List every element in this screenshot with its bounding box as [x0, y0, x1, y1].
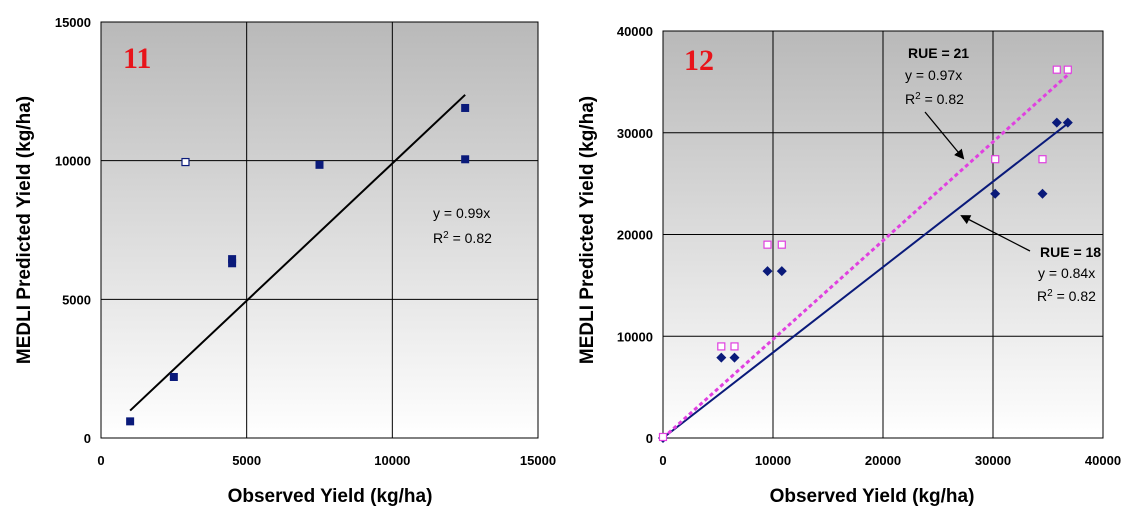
data-point — [762, 266, 773, 277]
x-tick-label: 10000 — [374, 453, 410, 468]
data-point — [717, 342, 726, 351]
data-point — [1062, 117, 1073, 128]
data-point — [228, 259, 237, 268]
data-point — [1037, 188, 1048, 199]
x-tick-label: 10000 — [755, 453, 791, 468]
x-tick-label: 20000 — [865, 453, 901, 468]
data-point — [991, 155, 1000, 164]
x-tick-label: 0 — [659, 453, 666, 468]
y-tick-label: 10000 — [55, 154, 91, 169]
trendline — [661, 71, 1072, 440]
panel-label-12: 12 — [684, 44, 714, 77]
r-squared-label-11: R2 = 0.82 — [433, 230, 492, 246]
chart-12: 0 10000 20000 30000 40000 0 10000 20000 30000 400… — [577, 24, 1121, 507]
rue21-r-squared: R2 = 0.82 — [905, 91, 964, 107]
data-point — [776, 266, 787, 277]
trendlines-12 — [661, 71, 1072, 440]
x-tick-label: 40000 — [1085, 453, 1121, 468]
trendline — [129, 94, 466, 412]
data-point — [729, 352, 740, 363]
plot-frame-12 — [662, 30, 1104, 439]
x-tick-label: 30000 — [975, 453, 1011, 468]
panel-label-11: 11 — [123, 42, 151, 75]
data-point — [1052, 65, 1061, 74]
x-tick-label: 15000 — [520, 453, 556, 468]
rue21-equation: y = 0.97x — [905, 67, 962, 83]
gridlines-12 — [663, 31, 1103, 438]
data-point — [716, 352, 727, 363]
y-tick-label: 0 — [646, 431, 653, 446]
trendlines-11 — [129, 94, 466, 412]
data-point — [763, 240, 772, 249]
y-tick-label: 10000 — [617, 329, 653, 344]
chart-11: 0 5000 10000 15000 0 5000 10000 15000 11 Observ… — [14, 15, 556, 507]
data-point — [658, 432, 668, 442]
data-point — [1051, 117, 1062, 128]
data-point — [777, 240, 786, 249]
data-point — [461, 155, 470, 164]
x-axis-title-11: Observed Yield (kg/ha) — [228, 486, 433, 507]
equation-label-11: y = 0.99x — [433, 205, 490, 221]
plot-frame-11 — [100, 21, 539, 439]
tick-labels-12: 0 10000 20000 30000 40000 0 10000 20000 30000 400… — [617, 24, 1121, 468]
y-tick-label: 30000 — [617, 126, 653, 141]
y-tick-label: 40000 — [617, 24, 653, 39]
x-tick-label: 0 — [97, 453, 104, 468]
y-axis-title-11: MEDLI Predicted Yield (kg/ha) — [14, 96, 35, 364]
data-points-11 — [126, 103, 470, 426]
data-point — [461, 103, 470, 112]
rue21-label: RUE = 21 — [908, 45, 969, 61]
data-point — [169, 372, 178, 381]
y-tick-label: 15000 — [55, 15, 91, 30]
x-axis-title-12: Observed Yield (kg/ha) — [770, 486, 975, 507]
tick-labels-11: 0 5000 10000 15000 0 5000 10000 15000 — [55, 15, 556, 468]
rue21-arrow — [924, 111, 965, 160]
data-points-12 — [658, 65, 1073, 443]
data-point — [126, 417, 135, 426]
trendline — [662, 120, 1071, 439]
rue18-equation: y = 0.84x — [1038, 265, 1095, 281]
rue18-arrow — [960, 215, 1031, 252]
y-axis-title-12: MEDLI Predicted Yield (kg/ha) — [577, 96, 598, 364]
rue18-r-squared: R2 = 0.82 — [1037, 288, 1096, 304]
x-tick-label: 5000 — [232, 453, 261, 468]
rue18-label: RUE = 18 — [1040, 244, 1101, 260]
y-tick-label: 20000 — [617, 228, 653, 243]
data-point — [315, 160, 324, 169]
y-tick-label: 0 — [84, 431, 91, 446]
data-point — [1063, 65, 1072, 74]
data-point — [181, 157, 190, 167]
data-point — [990, 188, 1001, 199]
data-point — [228, 255, 237, 264]
y-tick-label: 5000 — [62, 292, 91, 307]
data-point — [730, 342, 739, 351]
data-point — [1038, 155, 1047, 164]
gridlines-11 — [101, 22, 538, 438]
